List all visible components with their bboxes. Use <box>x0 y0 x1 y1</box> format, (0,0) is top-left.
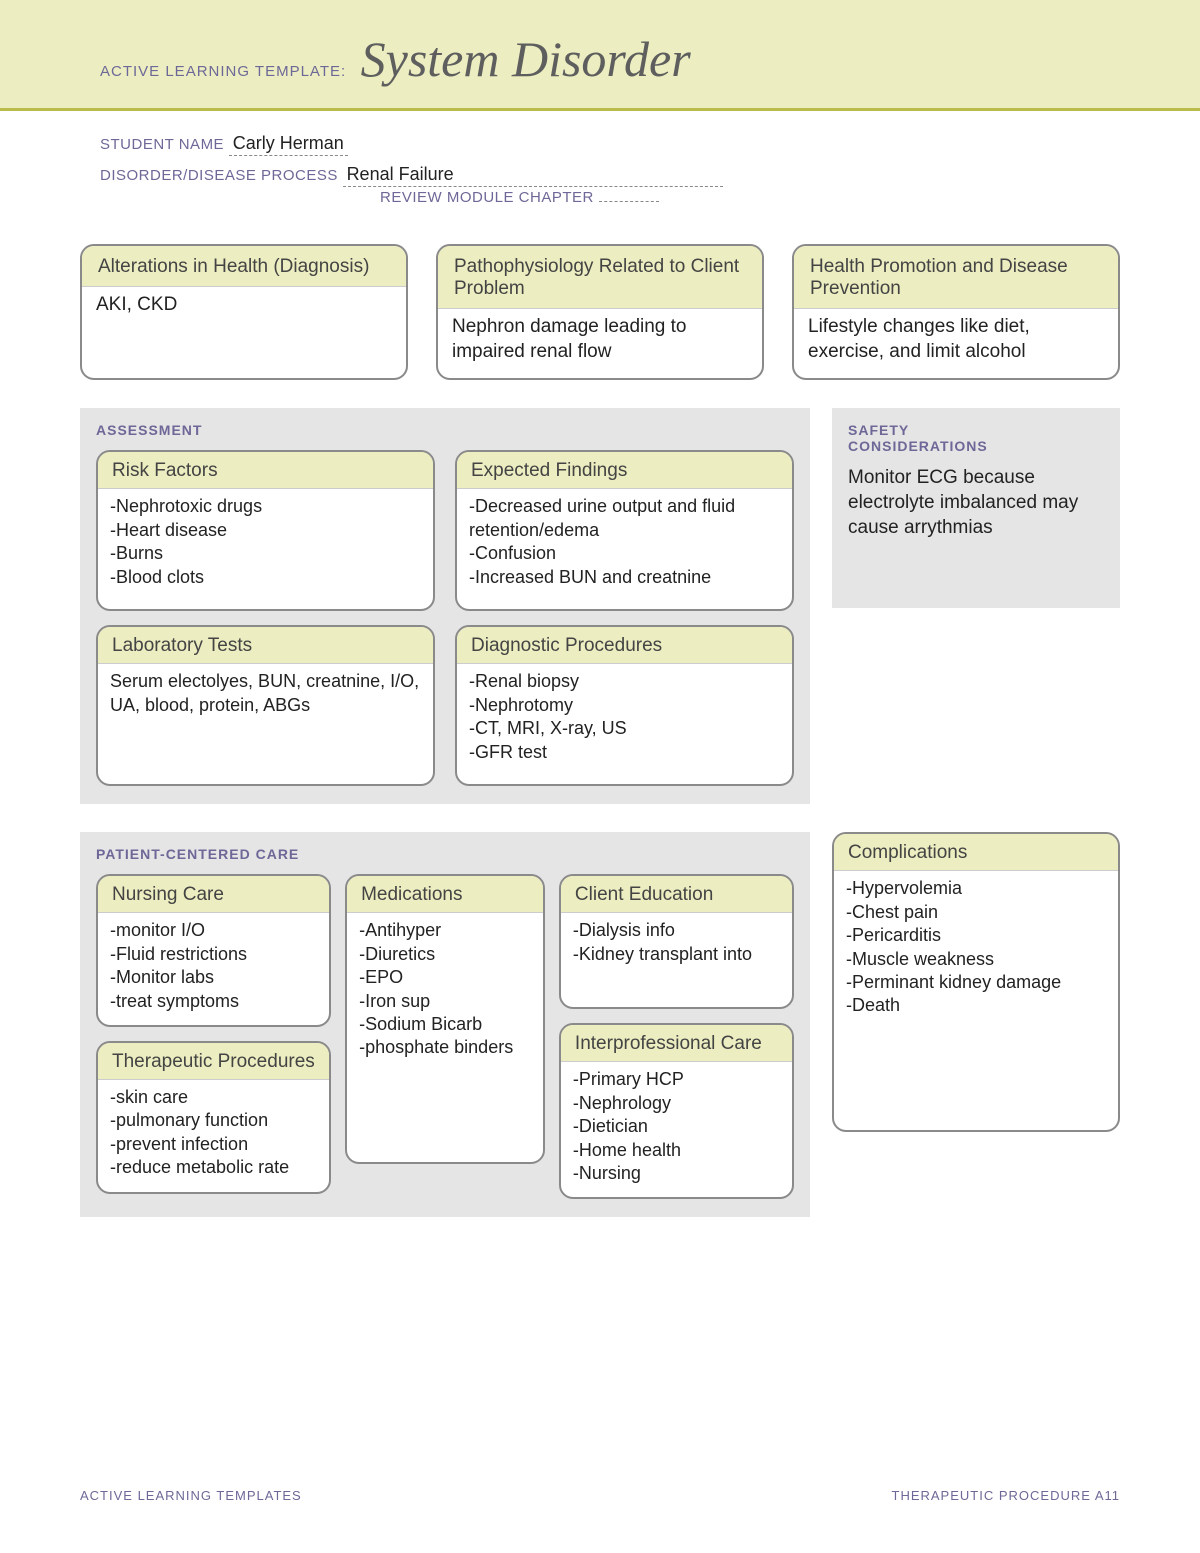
banner: ACTIVE LEARNING TEMPLATE: System Disorde… <box>0 0 1200 111</box>
interprofessional-care-body: -Primary HCP -Nephrology -Dietician -Hom… <box>561 1062 792 1197</box>
therapeutic-procedures-title: Therapeutic Procedures <box>98 1043 329 1080</box>
pathophysiology-title: Pathophysiology Related to Client Proble… <box>438 246 762 309</box>
banner-label: ACTIVE LEARNING TEMPLATE: <box>100 63 346 80</box>
meta-block: STUDENT NAME Carly Herman DISORDER/DISEA… <box>0 111 1200 206</box>
student-name-label: STUDENT NAME <box>100 136 224 153</box>
assessment-title: ASSESSMENT <box>96 422 794 438</box>
alterations-title: Alterations in Health (Diagnosis) <box>82 246 406 287</box>
nursing-care-title: Nursing Care <box>98 876 329 913</box>
safety-title: SAFETY CONSIDERATIONS <box>848 422 1104 454</box>
complications-body: -Hypervolemia -Chest pain -Pericarditis … <box>834 871 1118 1029</box>
nursing-care-card: Nursing Care -monitor I/O -Fluid restric… <box>96 874 331 1027</box>
therapeutic-procedures-card: Therapeutic Procedures -skin care -pulmo… <box>96 1041 331 1194</box>
health-promotion-body: Lifestyle changes like diet, exercise, a… <box>794 309 1118 378</box>
review-label: REVIEW MODULE CHAPTER <box>380 189 594 206</box>
assessment-section: ASSESSMENT Risk Factors -Nephrotoxic dru… <box>80 408 810 804</box>
laboratory-tests-body: Serum electolyes, BUN, creatnine, I/O, U… <box>98 664 433 784</box>
page: ACTIVE LEARNING TEMPLATE: System Disorde… <box>0 0 1200 1553</box>
student-name-value: Carly Herman <box>229 133 348 156</box>
risk-factors-body: -Nephrotoxic drugs -Heart disease -Burns… <box>98 489 433 609</box>
footer-right: THERAPEUTIC PROCEDURE A11 <box>892 1488 1121 1503</box>
risk-factors-card: Risk Factors -Nephrotoxic drugs -Heart d… <box>96 450 435 611</box>
safety-section: SAFETY CONSIDERATIONS Monitor ECG becaus… <box>832 408 1120 608</box>
pcc-title: PATIENT-CENTERED CARE <box>96 846 794 862</box>
alterations-body: AKI, CKD <box>82 287 406 332</box>
medications-title: Medications <box>347 876 543 913</box>
alterations-card: Alterations in Health (Diagnosis) AKI, C… <box>80 244 408 380</box>
expected-findings-title: Expected Findings <box>457 452 792 489</box>
nursing-care-body: -monitor I/O -Fluid restrictions -Monito… <box>98 913 329 1025</box>
disorder-label: DISORDER/DISEASE PROCESS <box>100 167 338 184</box>
health-promotion-title: Health Promotion and Disease Prevention <box>794 246 1118 309</box>
diagnostic-procedures-card: Diagnostic Procedures -Renal biopsy -Nep… <box>455 625 794 786</box>
risk-factors-title: Risk Factors <box>98 452 433 489</box>
laboratory-tests-title: Laboratory Tests <box>98 627 433 664</box>
diagnostic-procedures-title: Diagnostic Procedures <box>457 627 792 664</box>
pcc-row: PATIENT-CENTERED CARE Nursing Care -moni… <box>80 832 1120 1245</box>
expected-findings-card: Expected Findings -Decreased urine outpu… <box>455 450 794 611</box>
medications-body: -Antihyper -Diuretics -EPO -Iron sup -So… <box>347 913 543 1071</box>
expected-findings-body: -Decreased urine output and fluid retent… <box>457 489 792 609</box>
diagnostic-procedures-body: -Renal biopsy -Nephrotomy -CT, MRI, X-ra… <box>457 664 792 784</box>
banner-title: System Disorder <box>361 30 691 88</box>
complications-card: Complications -Hypervolemia -Chest pain … <box>832 832 1120 1132</box>
client-education-card: Client Education -Dialysis info -Kidney … <box>559 874 794 1009</box>
interprofessional-care-title: Interprofessional Care <box>561 1025 792 1062</box>
therapeutic-procedures-body: -skin care -pulmonary function -prevent … <box>98 1080 329 1192</box>
footer-left: ACTIVE LEARNING TEMPLATES <box>80 1488 302 1503</box>
disorder-value: Renal Failure <box>343 164 723 187</box>
pcc-section: PATIENT-CENTERED CARE Nursing Care -moni… <box>80 832 810 1217</box>
pathophysiology-card: Pathophysiology Related to Client Proble… <box>436 244 764 380</box>
review-blank <box>599 187 659 202</box>
assessment-row: ASSESSMENT Risk Factors -Nephrotoxic dru… <box>80 408 1120 832</box>
complications-title: Complications <box>834 834 1118 871</box>
client-education-title: Client Education <box>561 876 792 913</box>
medications-card: Medications -Antihyper -Diuretics -EPO -… <box>345 874 545 1164</box>
footer-right-label: THERAPEUTIC PROCEDURE <box>892 1488 1091 1503</box>
laboratory-tests-card: Laboratory Tests Serum electolyes, BUN, … <box>96 625 435 786</box>
content: Alterations in Health (Diagnosis) AKI, C… <box>0 214 1200 1245</box>
top-row: Alterations in Health (Diagnosis) AKI, C… <box>80 244 1120 380</box>
interprofessional-care-card: Interprofessional Care -Primary HCP -Nep… <box>559 1023 794 1199</box>
pathophysiology-body: Nephron damage leading to impaired renal… <box>438 309 762 378</box>
safety-body: Monitor ECG because electrolyte imbalanc… <box>848 466 1104 540</box>
footer: ACTIVE LEARNING TEMPLATES THERAPEUTIC PR… <box>80 1488 1120 1503</box>
footer-right-code: A11 <box>1095 1488 1120 1503</box>
health-promotion-card: Health Promotion and Disease Prevention … <box>792 244 1120 380</box>
client-education-body: -Dialysis info -Kidney transplant into <box>561 913 792 978</box>
